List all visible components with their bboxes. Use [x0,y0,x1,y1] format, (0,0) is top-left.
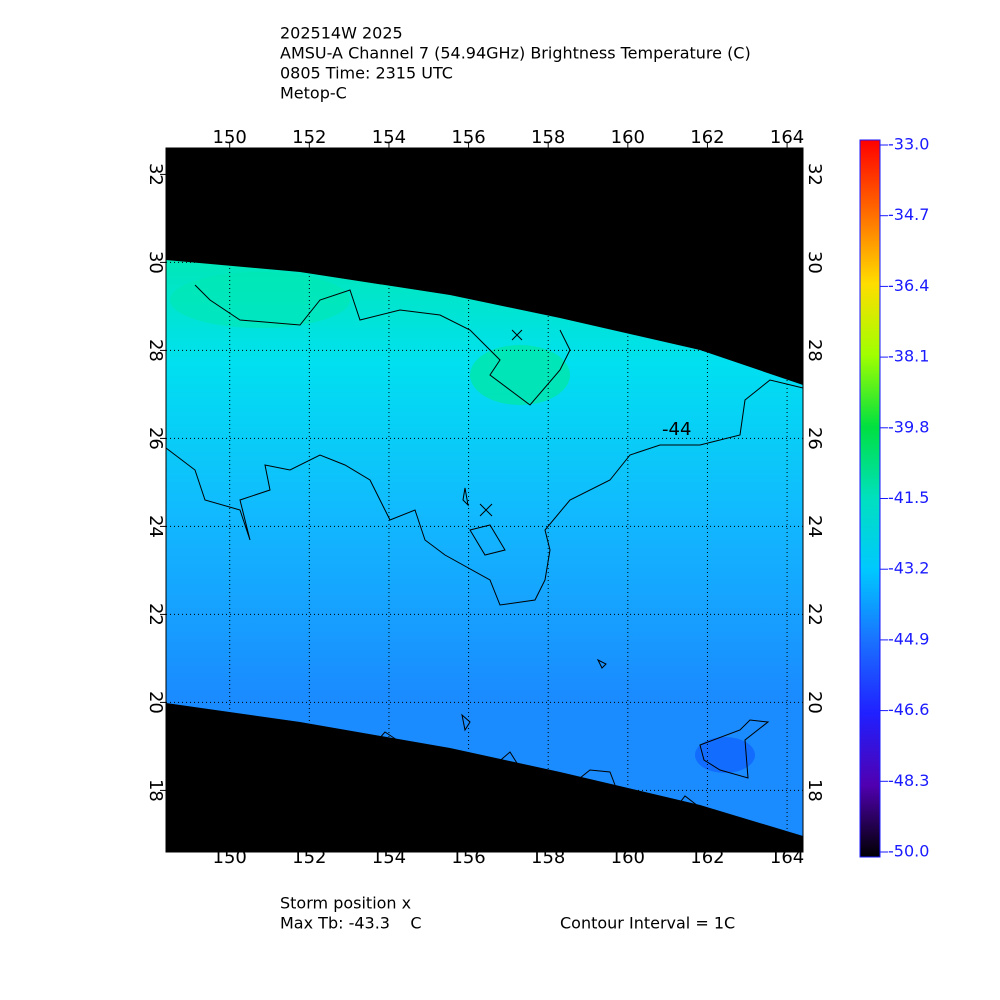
contour-interval: Contour Interval = 1C [560,914,735,933]
warm-patch [470,345,570,405]
colorbar-label: -43.2 [888,559,929,578]
y-tick-label: 32 [804,163,825,186]
y-tick-label: 30 [804,251,825,274]
colorbar-label: -44.9 [888,629,929,648]
contours: -44 [165,284,804,807]
y-tick-label: 28 [804,339,825,362]
x-tick-label: 160 [611,847,645,868]
x-tick-label: 158 [531,127,565,148]
contour [377,731,699,807]
x-tick-label: 150 [213,127,247,148]
x-tick-label: 156 [451,847,485,868]
swath [166,260,803,836]
y-tick-label: 26 [145,427,166,450]
x-tick-label: 154 [372,847,406,868]
contour [461,713,471,732]
colorbar-label: -38.1 [888,347,929,366]
contour [165,379,804,606]
contour [596,658,607,669]
colorbar-label: -36.4 [888,276,929,295]
y-tick-label: 32 [145,163,166,186]
contour [462,487,469,507]
title-line: 202514W 2025 [280,24,403,43]
y-tick-label: 20 [145,691,166,714]
max-tb: Max Tb: -43.3 C [280,914,421,933]
y-tick-label: 18 [804,779,825,802]
colorbar-label: -50.0 [888,842,929,861]
x-tick-label: 156 [451,127,485,148]
x-tick-label: 164 [770,127,804,148]
x-tick-label: 152 [292,847,326,868]
y-tick-label: 24 [804,515,825,538]
x-tick-label: 162 [690,127,724,148]
colorbar-label: -48.3 [888,771,929,790]
contour [469,524,506,556]
colorbar-label: -39.8 [888,417,929,436]
grid [166,148,803,852]
marker [511,329,523,341]
storm-note: Storm position x [280,894,411,913]
x-tick-label: 154 [372,127,406,148]
map-frame [165,147,804,853]
contour-label: -44 [662,419,691,440]
colorbar-label: -34.7 [888,205,929,224]
title-line: Metop-C [280,84,347,103]
colorbar-label: -46.6 [888,700,929,719]
colorbar-label: -41.5 [888,488,929,507]
colorbar [859,139,881,858]
colorbar-label: -33.0 [888,135,929,154]
y-tick-label: 26 [804,427,825,450]
y-tick-label: 22 [145,603,166,626]
contour [194,284,571,406]
y-tick-label: 30 [145,251,166,274]
x-tick-label: 150 [213,847,247,868]
title-line: 0805 Time: 2315 UTC [280,64,453,83]
y-tick-label: 22 [804,603,825,626]
y-tick-label: 20 [804,691,825,714]
x-tick-label: 152 [292,127,326,148]
title-line: AMSU-A Channel 7 (54.94GHz) Brightness T… [280,44,751,63]
warm-patch [170,272,350,328]
footer: Storm position x Max Tb: -43.3 C Contour… [280,894,735,933]
y-tick-label: 18 [145,779,166,802]
contour [699,719,770,779]
y-tick-label: 28 [145,339,166,362]
x-tick-label: 158 [531,847,565,868]
x-tick-label: 162 [690,847,724,868]
y-tick-label: 24 [145,515,166,538]
x-tick-label: 164 [770,847,804,868]
title: 202514W 2025 AMSU-A Channel 7 (54.94GHz)… [280,24,751,103]
storm-marker [479,503,493,517]
x-tick-label: 160 [611,127,645,148]
